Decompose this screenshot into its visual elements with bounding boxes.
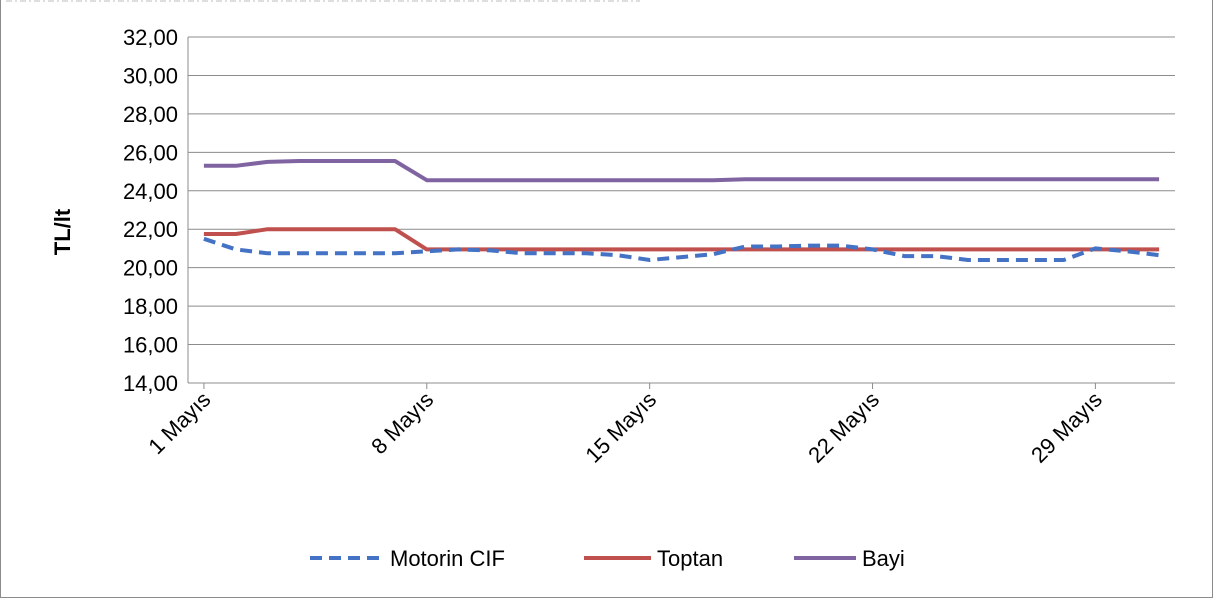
x-tick-labels: 1 Mayıs 8 Mayıs 15 Mayıs 22 Mayıs 29 Mayıs [143, 387, 1107, 468]
series-line-bayi [203, 159, 1160, 183]
x-tick-label: 8 Mayıs [366, 387, 438, 459]
x-tick-label: 15 Mayıs [580, 387, 661, 468]
cropped-caption-strip-drawing [6, 0, 640, 2]
y-tick-label: 26,00 [123, 140, 178, 165]
y-tick-label: 20,00 [123, 256, 178, 281]
x-tick-label: 1 Mayıs [143, 387, 215, 459]
y-tick-label: 24,00 [123, 179, 178, 204]
y-tick-label: 32,00 [123, 25, 178, 50]
y-tick-label: 22,00 [123, 217, 178, 242]
series-lines [203, 159, 1160, 262]
y-tick-label: 14,00 [123, 371, 178, 396]
series-line-toptan [203, 227, 1160, 252]
cropped-caption-strip [0, 0, 1213, 6]
gridlines [188, 36, 1175, 384]
y-tick-label: 16,00 [123, 333, 178, 358]
legend: Motorin CIF Toptan Bayi [310, 546, 905, 571]
x-tick-label: 29 Mayıs [1026, 387, 1107, 468]
y-tick-label: 30,00 [123, 63, 178, 88]
legend-label: Motorin CIF [390, 546, 505, 571]
x-tick-label: 22 Mayıs [803, 387, 884, 468]
y-tick-labels: 14,00 16,00 18,00 20,00 22,00 24,00 26,00 28,00… [123, 25, 178, 396]
legend-label: Toptan [657, 546, 723, 571]
axes [187, 37, 1175, 389]
y-tick-label: 18,00 [123, 294, 178, 319]
y-tick-label: 28,00 [123, 102, 178, 127]
legend-label: Bayi [862, 546, 905, 571]
y-axis-label: TL/lt [50, 208, 75, 255]
series-line-motorin-cif [203, 236, 1160, 262]
